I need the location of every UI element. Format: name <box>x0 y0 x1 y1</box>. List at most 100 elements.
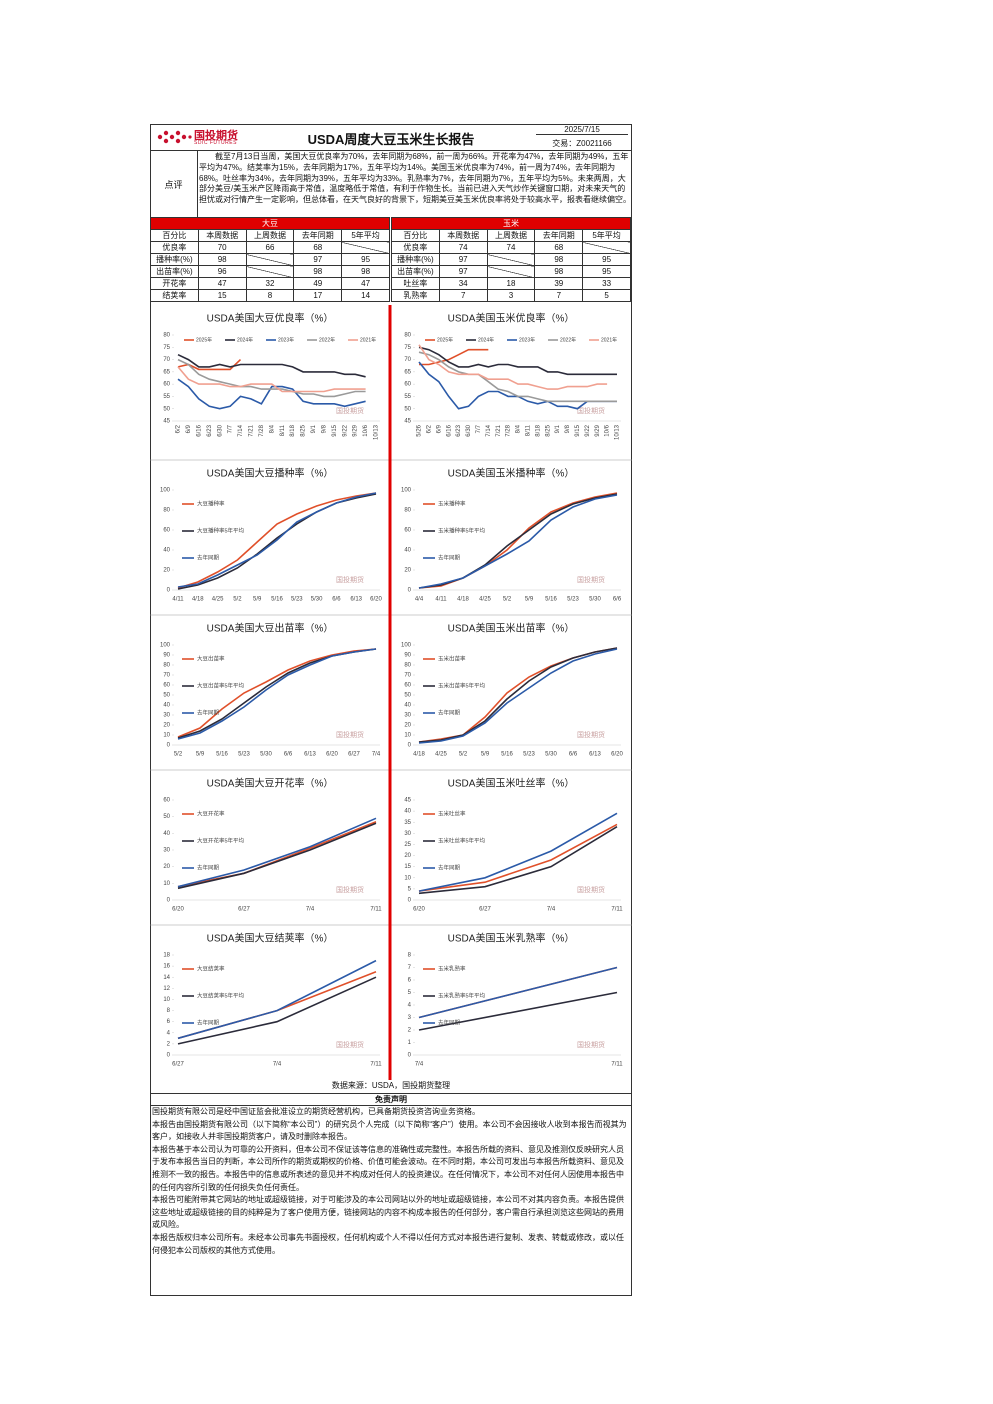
watermark: 国投期货 <box>336 730 364 739</box>
chart-title: USDA美国大豆出苗率（%） <box>207 622 334 635</box>
chart-title: USDA美国玉米吐丝率（%） <box>448 777 575 790</box>
x-tick-label: 4/25 <box>435 752 447 758</box>
table-cell: 68 <box>534 241 584 254</box>
empty-cell <box>486 253 536 266</box>
y-tick-label: 1 <box>408 1040 412 1046</box>
y-tick-label: 65 <box>163 369 170 375</box>
x-tick-label: 5/16 <box>216 752 228 758</box>
x-tick-label: 7/7 <box>228 424 234 433</box>
table-cell: 95 <box>582 265 631 278</box>
y-tick-label: 8 <box>408 953 412 959</box>
y-tick-label: 45 <box>163 419 170 425</box>
y-tick-label: 0 <box>408 898 412 904</box>
table-row: 出苗率(%) 96 98 98 <box>150 265 390 278</box>
y-tick-label: 10 <box>163 997 170 1003</box>
y-tick-label: 100 <box>401 488 412 494</box>
y-tick-label: 80 <box>163 333 170 339</box>
x-tick-label: 7/4 <box>273 1062 282 1068</box>
series-line <box>177 366 366 393</box>
y-tick-label: 90 <box>404 653 411 659</box>
x-tick-label: 6/30 <box>217 424 223 436</box>
row-label: 吐丝率 <box>391 277 440 290</box>
x-tick-label: 6/16 <box>196 424 202 436</box>
column-header: 去年同期 <box>534 229 584 242</box>
x-tick-label: 7/4 <box>306 907 315 913</box>
x-tick-label: 7/11 <box>370 1062 382 1068</box>
table-cell: 70 <box>197 241 247 254</box>
table-cell: 7 <box>438 289 488 302</box>
x-tick-label: 7/11 <box>611 1062 623 1068</box>
legend-label: 大豆播种率5年平均 <box>197 526 245 534</box>
x-tick-label: 9/29 <box>595 424 601 436</box>
legend-label: 玉米乳熟率5年平均 <box>438 991 486 999</box>
x-tick-label: 6/20 <box>326 752 338 758</box>
watermark: 国投期货 <box>336 1040 364 1049</box>
x-tick-label: 10/13 <box>374 424 380 440</box>
x-tick-label: 9/29 <box>353 424 359 436</box>
series-line <box>418 648 618 744</box>
table-cell: 47 <box>197 277 247 290</box>
y-tick-label: 20 <box>404 853 411 859</box>
empty-cell <box>245 265 295 278</box>
series-line <box>418 346 617 376</box>
chart-title: USDA美国玉米优良率（%） <box>448 312 575 325</box>
chart-title: USDA美国大豆结荚率（%） <box>207 932 334 945</box>
column-header: 百分比 <box>391 229 440 242</box>
table-cell: 14 <box>341 289 390 302</box>
x-tick-label: 7/28 <box>506 424 512 436</box>
x-tick-label: 5/23 <box>523 752 535 758</box>
table-cell: 49 <box>293 277 343 290</box>
y-tick-label: 10 <box>163 733 170 739</box>
y-tick-label: 80 <box>404 508 411 514</box>
row-label: 播种率(%) <box>150 253 199 266</box>
x-tick-label: 5/16 <box>271 597 283 603</box>
x-tick-label: 6/27 <box>172 1062 184 1068</box>
x-tick-label: 8/4 <box>269 424 275 433</box>
x-tick-label: 6/27 <box>238 907 250 913</box>
y-tick-label: 70 <box>404 357 411 363</box>
y-tick-label: 10 <box>163 881 170 887</box>
x-tick-label: 6/20 <box>172 907 184 913</box>
table-row: 优良率 74 74 68 <box>391 241 631 254</box>
x-tick-label: 6/9 <box>436 424 442 433</box>
x-tick-label: 5/2 <box>459 752 468 758</box>
y-tick-label: 50 <box>163 814 170 820</box>
series-line <box>418 494 618 589</box>
x-tick-label: 5/26 <box>417 424 423 436</box>
series-line <box>177 648 377 738</box>
y-tick-label: 20 <box>404 723 411 729</box>
table-cell: 47 <box>341 277 390 290</box>
y-tick-label: 7 <box>408 965 412 971</box>
table-cell: 97 <box>293 253 343 266</box>
series-line <box>419 348 489 366</box>
x-tick-label: 5/2 <box>503 597 512 603</box>
table-cell: 97 <box>438 253 488 266</box>
logo-icon <box>157 130 192 144</box>
watermark: 国投期货 <box>577 406 605 415</box>
disclaimer-paragraph: 本报告可能附带其它网站的地址或超级链接，对于可能涉及的本公司网站以外的地址或超级… <box>152 1195 624 1230</box>
y-tick-label: 60 <box>163 528 170 534</box>
table-cell: 95 <box>582 253 631 266</box>
table-cell: 98 <box>341 265 390 278</box>
x-tick-label: 6/20 <box>413 907 425 913</box>
logo-subtext: SDIC FUTURES <box>194 140 237 146</box>
legend-label: 2022年 <box>560 336 576 343</box>
table-cell: 98 <box>197 253 247 266</box>
header-row: 百分比 本周数据 上周数据 去年同期 5年平均 <box>150 229 390 242</box>
legend-label: 2023年 <box>519 336 535 343</box>
y-tick-label: 40 <box>404 809 411 815</box>
x-tick-label: 5/16 <box>501 752 513 758</box>
x-tick-label: 7/4 <box>372 752 381 758</box>
series-line <box>418 966 618 1019</box>
y-tick-label: 4 <box>408 1003 412 1009</box>
y-tick-label: 30 <box>404 713 411 719</box>
y-tick-label: 80 <box>163 508 170 514</box>
series-line <box>418 344 608 390</box>
y-tick-label: 10 <box>404 733 411 739</box>
x-tick-label: 6/13 <box>589 752 601 758</box>
legend-label: 去年同期 <box>197 863 220 871</box>
x-tick-label: 5/23 <box>291 597 303 603</box>
row-label: 出苗率(%) <box>391 265 440 278</box>
table-cell: 32 <box>245 277 295 290</box>
